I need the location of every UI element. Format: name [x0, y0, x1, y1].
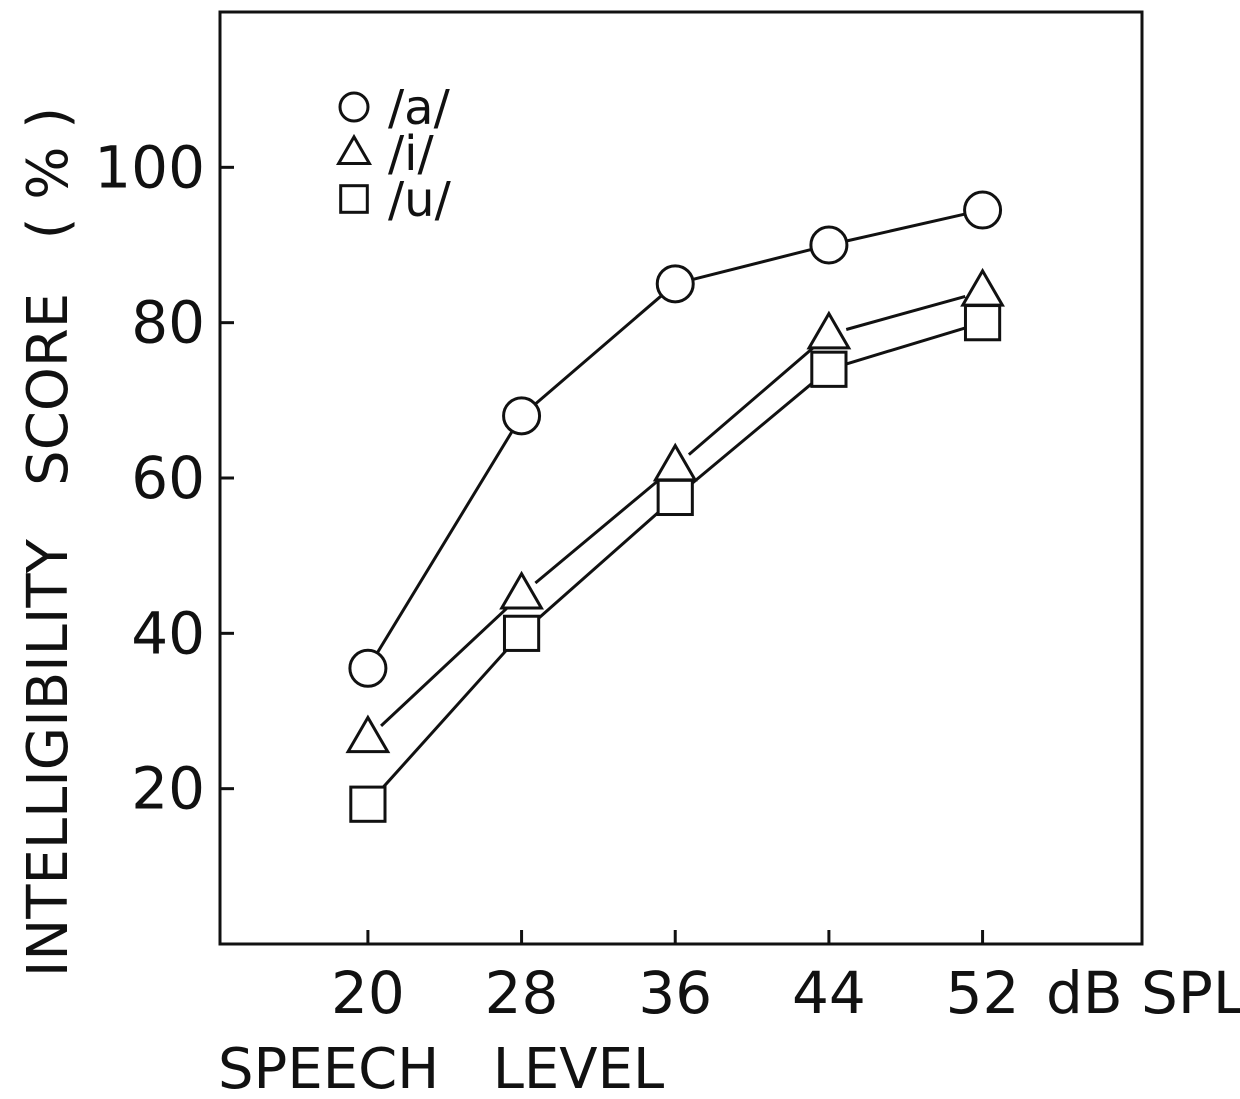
series-0-segment-0: [375, 430, 514, 654]
series-2-point-52: [963, 304, 1002, 342]
series-2-segment-1: [534, 508, 663, 623]
x-tick-label-20: 20: [331, 959, 405, 1027]
legend-marker-2: [339, 184, 369, 214]
series-1-segment-2: [687, 344, 817, 456]
series-0-segment-1: [534, 294, 663, 406]
plot-layer: 20 28 36 44 52 20 40 60 80 100: [94, 133, 1019, 1027]
x-unit-label: dB SPL: [1046, 959, 1240, 1027]
series-0-point-36: [655, 264, 695, 304]
legend-marker-0: [338, 91, 370, 123]
x-axis-title: SPEECH LEVEL: [218, 1037, 664, 1099]
series-0-segment-3: [846, 212, 966, 243]
series-2-point-20: [349, 785, 387, 823]
series-1-point-28: [499, 570, 544, 610]
series-1-segment-0: [380, 605, 510, 727]
series-2-segment-3: [845, 326, 966, 366]
legend-label-1: /i/: [388, 126, 435, 182]
series-2-segment-2: [688, 379, 817, 488]
y-tick-label-20: 20: [131, 755, 205, 823]
series-1-segment-3: [845, 294, 966, 331]
series-0-point-28: [502, 396, 542, 436]
series-0-segment-2: [692, 247, 812, 281]
series-1-point-20: [345, 714, 391, 754]
series-2-point-28: [502, 614, 541, 652]
series-0-point-20: [348, 648, 388, 688]
legend-marker-1: [335, 133, 373, 165]
y-tick-label-100: 100: [94, 133, 205, 201]
series-1-segment-1: [534, 476, 663, 585]
x-tick-label-28: 28: [485, 959, 559, 1027]
x-tick-label-36: 36: [638, 959, 712, 1027]
y-tick-label-40: 40: [131, 599, 205, 667]
y-tick-label-80: 80: [131, 289, 205, 357]
series-0-point-52: [963, 190, 1003, 230]
y-tick-label-60: 60: [131, 444, 205, 512]
series-2-point-44: [810, 350, 848, 388]
legend-label-0: /a/: [388, 80, 451, 136]
series-2-point-36: [656, 478, 694, 517]
series-2-segment-0: [378, 645, 511, 792]
series-1-point-52: [960, 267, 1005, 307]
y-axis-title: INTELLIGIBILITY SCORE ( % ): [16, 107, 81, 977]
legend: /a//i//u/: [335, 80, 452, 228]
legend-label-2: /u/: [388, 172, 452, 228]
series-0-point-44: [809, 225, 849, 265]
series-1-point-36: [652, 442, 698, 482]
series-1-point-44: [806, 310, 852, 350]
x-tick-label-52: 52: [946, 959, 1020, 1027]
x-tick-label-44: 44: [792, 959, 866, 1027]
